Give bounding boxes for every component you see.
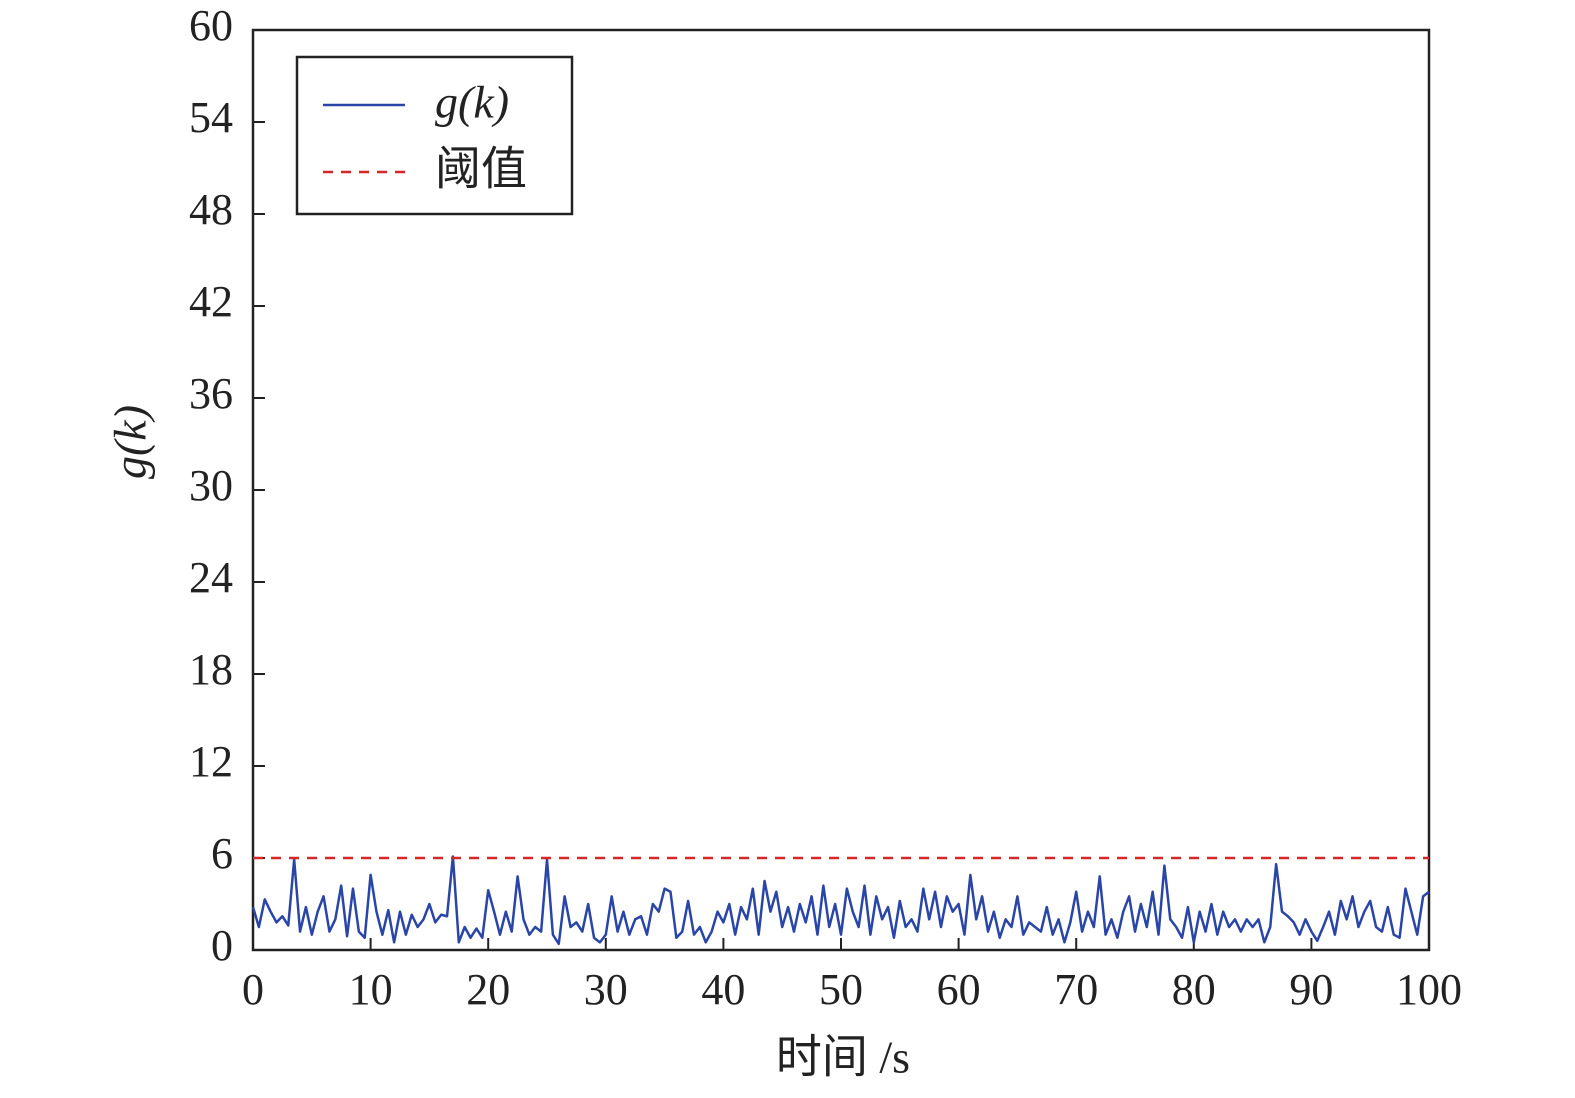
y-tick-label: 42 bbox=[189, 277, 233, 326]
data-line bbox=[251, 855, 1430, 946]
x-tick-label: 10 bbox=[349, 965, 393, 1014]
y-tick-label: 54 bbox=[189, 93, 233, 142]
y-tick-label: 6 bbox=[211, 829, 233, 878]
y-tick-label: 60 bbox=[189, 1, 233, 50]
x-axis-label: 时间 /s bbox=[776, 1032, 910, 1083]
x-tick-label: 30 bbox=[584, 965, 628, 1014]
x-tick-label: 0 bbox=[242, 965, 264, 1014]
legend-label: g(k) bbox=[435, 77, 509, 128]
x-tick-label: 90 bbox=[1289, 965, 1333, 1014]
y-tick-label: 48 bbox=[189, 185, 233, 234]
x-tick-label: 70 bbox=[1054, 965, 1098, 1014]
y-tick-label: 24 bbox=[189, 553, 233, 602]
x-tick-label: 80 bbox=[1172, 965, 1216, 1014]
y-tick-label: 18 bbox=[189, 645, 233, 694]
y-tick-label: 12 bbox=[189, 737, 233, 786]
x-tick-label: 100 bbox=[1396, 965, 1462, 1014]
x-tick-label: 20 bbox=[466, 965, 510, 1014]
x-tick-label: 40 bbox=[701, 965, 745, 1014]
y-axis-label: g(k) bbox=[105, 405, 156, 479]
x-tick-label: 50 bbox=[819, 965, 863, 1014]
legend-box bbox=[295, 55, 574, 216]
x-tick-label: 60 bbox=[937, 965, 981, 1014]
y-tick-label: 36 bbox=[189, 369, 233, 418]
legend-label: 阈值 bbox=[435, 144, 527, 195]
y-tick-label: 0 bbox=[211, 921, 233, 970]
y-tick-label: 30 bbox=[189, 461, 233, 510]
